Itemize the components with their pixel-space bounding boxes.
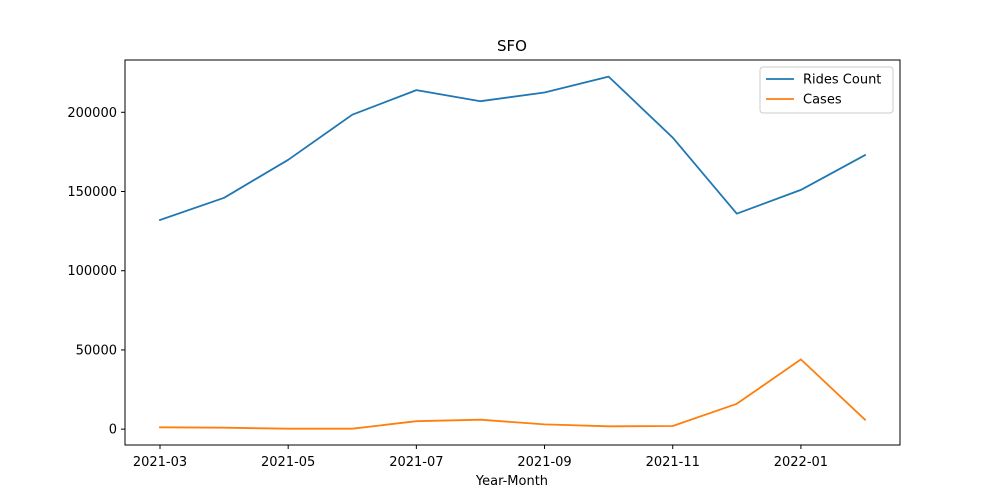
y-tick-label: 0: [109, 423, 117, 438]
x-tick-label: 2021-07: [389, 455, 443, 470]
series-line-cases: [159, 358, 867, 430]
y-tick-label: 200000: [67, 106, 117, 121]
y-axis: 0 50000 100000 150000 200000: [67, 106, 125, 438]
y-tick-label: 100000: [67, 264, 117, 279]
series-line-rides-count: [158, 75, 867, 222]
legend-label: Cases: [803, 93, 842, 108]
x-axis-label: Year-Month: [475, 474, 548, 489]
x-tick-label: 2021-03: [133, 455, 187, 470]
x-tick-label: 2022-01: [774, 455, 828, 470]
x-tick-label: 2021-09: [517, 455, 571, 470]
x-tick-label: 2021-11: [646, 455, 700, 470]
x-tick-label: 2021-05: [261, 455, 315, 470]
series-lines: [158, 75, 867, 430]
y-tick-label: 150000: [67, 185, 117, 200]
plot-area: [124, 59, 901, 446]
chart-title: SFO: [497, 37, 527, 55]
legend: Rides Count Cases: [759, 66, 894, 114]
x-axis: 2021-03 2021-05 2021-07 2021-09 2021-11 2022-…: [133, 445, 828, 470]
legend-label: Rides Count: [803, 73, 881, 88]
y-tick-label: 50000: [76, 343, 117, 358]
